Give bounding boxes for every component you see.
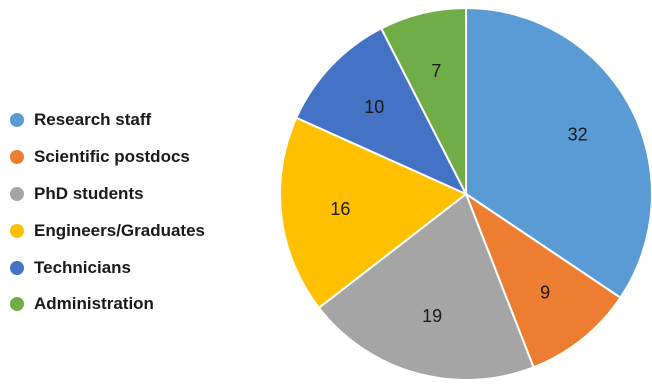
legend-label: PhD students [34, 183, 144, 203]
legend: Research staff Scientific postdocs PhD stu… [10, 102, 205, 323]
legend-label: Technicians [34, 257, 131, 277]
legend-label: Scientific postdocs [34, 147, 190, 167]
legend-item: PhD students [10, 176, 205, 213]
slice-value-label: 16 [330, 199, 350, 219]
legend-item: Technicians [10, 249, 205, 286]
legend-item: Engineers/Graduates [10, 212, 205, 249]
legend-marker [10, 260, 24, 275]
legend-marker [10, 223, 24, 238]
pie-slice [295, 27, 469, 197]
legend-item: Research staff [10, 102, 205, 139]
legend-label: Research staff [34, 110, 152, 130]
slice-value-label: 32 [568, 125, 588, 145]
legend-marker [10, 297, 24, 312]
legend-label: Administration [34, 294, 154, 314]
pie-slice [465, 6, 652, 300]
slice-value-label: 9 [540, 283, 550, 303]
pie-slice [379, 6, 467, 195]
pie-slice [279, 116, 468, 310]
pie-slice [317, 192, 535, 381]
slice-value-label: 19 [422, 306, 442, 326]
pie-slice [463, 191, 622, 369]
legend-item: Administration [10, 286, 205, 323]
legend-marker [10, 186, 24, 201]
legend-label: Engineers/Graduates [34, 220, 206, 240]
legend-item: Scientific postdocs [10, 139, 205, 176]
slice-value-label: 10 [364, 97, 384, 117]
legend-marker [10, 150, 24, 165]
legend-marker [10, 113, 24, 128]
slice-value-label: 7 [431, 61, 441, 81]
